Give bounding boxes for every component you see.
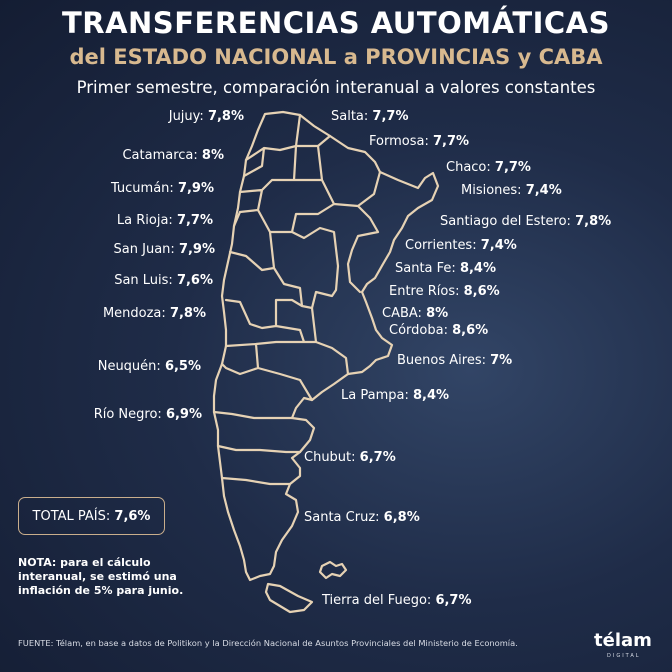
province-name: Santiago del Estero: xyxy=(440,214,571,229)
province-name: Jujuy: xyxy=(168,109,204,124)
province-name: Entre Ríos: xyxy=(389,284,460,299)
telam-logo: télam xyxy=(594,630,652,651)
province-value: 7,4% xyxy=(525,183,562,198)
province-name: Tierra del Fuego: xyxy=(322,593,432,608)
province-value: 6,9% xyxy=(165,407,202,422)
province-name: Neuquén: xyxy=(97,359,161,374)
map-outline xyxy=(212,110,440,614)
province-name: Corrientes: xyxy=(405,238,477,253)
province-name: San Luis: xyxy=(114,273,173,288)
total-value: 7,6% xyxy=(114,508,151,524)
map-internal-boundaries xyxy=(212,113,382,486)
province-value: 8% xyxy=(426,306,449,321)
page-title: TRANSFERENCIAS AUTOMÁTICAS xyxy=(61,6,610,40)
province-name: La Rioja: xyxy=(116,213,173,228)
province-value: 6,5% xyxy=(164,359,201,374)
province-label: Córdoba: 8,6% xyxy=(389,323,488,338)
province-value: 8% xyxy=(201,148,224,163)
province-label: Santiago del Estero: 7,8% xyxy=(440,214,611,229)
province-value: 8,4% xyxy=(459,261,497,276)
province-name: Tucumán: xyxy=(110,181,174,196)
map-tierra-del-fuego xyxy=(264,582,314,614)
province-name: Río Negro: xyxy=(93,407,162,422)
province-label: Río Negro: 6,9% xyxy=(94,407,202,422)
province-label: Santa Cruz: 6,8% xyxy=(304,510,420,525)
province-name: CABA: xyxy=(382,306,422,321)
province-value: 8,6% xyxy=(452,323,489,338)
province-value: 7,7% xyxy=(432,134,470,149)
province-name: Salta: xyxy=(331,109,369,124)
map-malvinas xyxy=(318,560,348,580)
province-name: Buenos Aires: xyxy=(397,353,486,368)
province-value: 7,7% xyxy=(494,160,531,175)
province-value: 7,8% xyxy=(169,306,206,321)
province-label: Buenos Aires: 7% xyxy=(397,353,512,368)
total-pais-box: TOTAL PAÍS: 7,6% xyxy=(18,497,165,535)
province-label: CABA: 8% xyxy=(382,306,448,321)
province-label: Misiones: 7,4% xyxy=(461,183,562,198)
province-label: Chaco: 7,7% xyxy=(446,160,531,175)
province-label: San Juan: 7,9% xyxy=(114,242,215,257)
province-name: Chaco: xyxy=(446,160,491,175)
province-name: Formosa: xyxy=(369,134,429,149)
province-label: La Pampa: 8,4% xyxy=(341,388,449,403)
province-label: Chubut: 6,7% xyxy=(304,450,396,465)
province-value: 7,4% xyxy=(480,238,517,253)
province-value: 6,7% xyxy=(435,593,472,608)
total-label: TOTAL PAÍS: xyxy=(32,508,111,524)
province-value: 6,7% xyxy=(359,450,396,465)
province-value: 6,8% xyxy=(383,510,420,525)
province-value: 8,6% xyxy=(463,284,500,299)
page-subtitle: Primer semestre, comparación interanual … xyxy=(76,78,596,97)
province-label: Jujuy: 7,8% xyxy=(169,109,244,124)
province-name: Mendoza: xyxy=(102,306,166,321)
note-text: NOTA: para el cálculo interanual, se est… xyxy=(18,556,184,597)
source-text: FUENTE: Télam, en base a datos de Politi… xyxy=(18,638,518,648)
page-title-line2: del ESTADO NACIONAL a PROVINCIAS y CABA xyxy=(69,45,603,69)
province-value: 7,8% xyxy=(207,109,244,124)
province-name: Chubut: xyxy=(304,450,356,465)
province-label: Salta: 7,7% xyxy=(331,109,408,124)
province-value: 7% xyxy=(490,353,513,368)
province-name: San Juan: xyxy=(113,242,175,257)
province-value: 7,8% xyxy=(575,214,612,229)
province-value: 7,9% xyxy=(178,242,215,257)
province-name: Santa Fe: xyxy=(395,261,456,276)
province-value: 8,4% xyxy=(412,388,450,403)
province-label: La Rioja: 7,7% xyxy=(117,213,213,228)
province-label: Corrientes: 7,4% xyxy=(405,238,517,253)
province-label: Entre Ríos: 8,6% xyxy=(389,284,500,299)
province-name: La Pampa: xyxy=(341,388,409,403)
province-value: 7,7% xyxy=(372,109,409,124)
province-label: Neuquén: 6,5% xyxy=(98,359,201,374)
province-label: Catamarca: 8% xyxy=(122,148,224,163)
telam-logo-sub: DIGITAL xyxy=(607,653,641,659)
province-name: Misiones: xyxy=(461,183,522,198)
province-label: Formosa: 7,7% xyxy=(369,134,469,149)
province-name: Catamarca: xyxy=(122,148,198,163)
province-value: 7,6% xyxy=(176,273,213,288)
province-label: Tucumán: 7,9% xyxy=(111,181,214,196)
province-label: Mendoza: 7,8% xyxy=(103,306,206,321)
province-value: 7,7% xyxy=(176,213,213,228)
province-value: 7,9% xyxy=(177,181,214,196)
province-name: Córdoba: xyxy=(389,323,448,338)
province-label: San Luis: 7,6% xyxy=(114,273,213,288)
province-name: Santa Cruz: xyxy=(304,510,380,525)
province-label: Santa Fe: 8,4% xyxy=(395,261,496,276)
province-label: Tierra del Fuego: 6,7% xyxy=(322,593,472,608)
